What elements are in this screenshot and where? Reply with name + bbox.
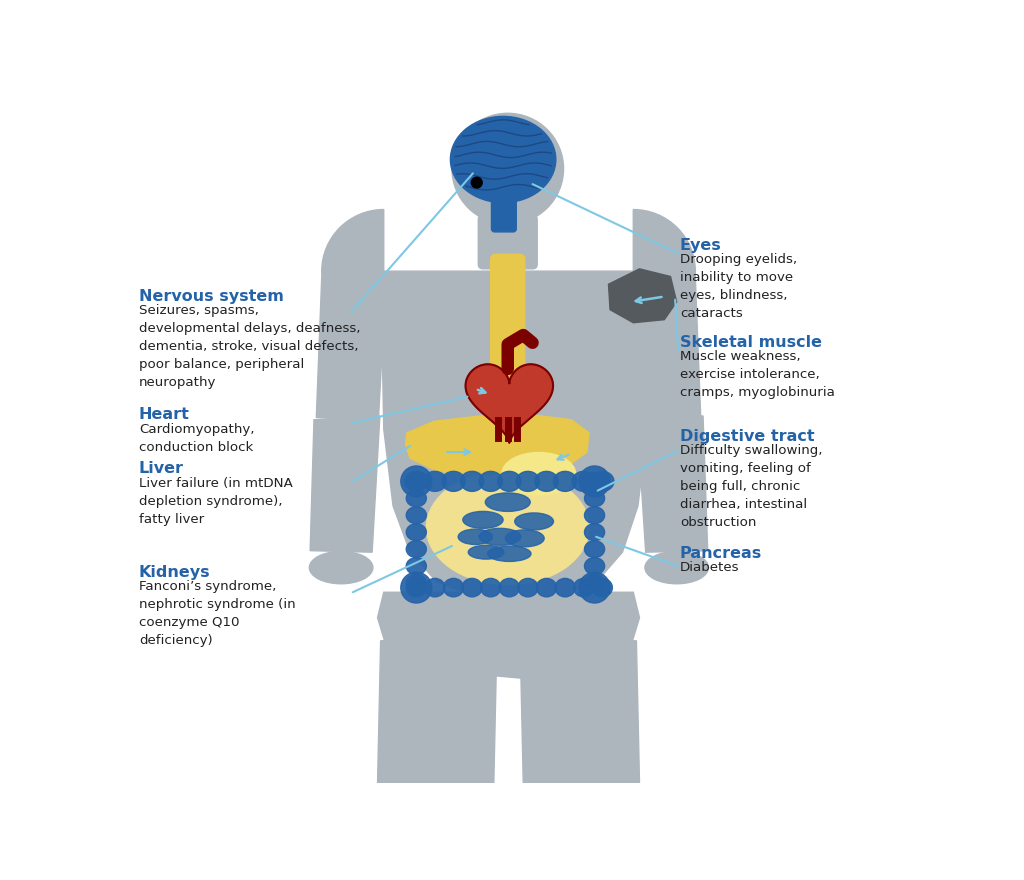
Ellipse shape [451,116,556,202]
Ellipse shape [554,472,577,491]
Ellipse shape [468,546,504,559]
Ellipse shape [423,472,446,491]
Ellipse shape [458,529,493,545]
Ellipse shape [487,546,531,561]
Text: Liver failure (in mtDNA
depletion syndrome),
fatty liver: Liver failure (in mtDNA depletion syndro… [139,477,293,525]
Ellipse shape [518,578,538,597]
Polygon shape [310,416,380,553]
Ellipse shape [485,493,530,511]
Ellipse shape [309,552,373,583]
Ellipse shape [480,578,501,597]
Ellipse shape [407,575,426,591]
Ellipse shape [535,472,558,491]
Text: Nervous system: Nervous system [139,289,284,304]
Ellipse shape [592,578,612,597]
Ellipse shape [407,540,426,558]
Ellipse shape [555,578,575,597]
Ellipse shape [500,578,519,597]
Ellipse shape [407,507,426,524]
Polygon shape [466,364,553,443]
Ellipse shape [404,472,428,491]
Ellipse shape [515,513,554,530]
Ellipse shape [645,552,709,583]
Text: Muscle weakness,
exercise intolerance,
cramps, myoglobinuria: Muscle weakness, exercise intolerance, c… [680,350,835,400]
Circle shape [471,177,482,188]
Text: Skeletal muscle: Skeletal muscle [680,335,822,350]
Polygon shape [378,592,640,678]
Polygon shape [631,276,700,422]
Ellipse shape [407,578,426,597]
Ellipse shape [479,472,503,491]
Ellipse shape [498,472,521,491]
Ellipse shape [585,490,604,507]
Ellipse shape [407,490,426,507]
Polygon shape [316,276,386,422]
Ellipse shape [591,472,614,491]
Ellipse shape [407,473,426,490]
Ellipse shape [585,558,604,575]
Ellipse shape [585,575,604,591]
Ellipse shape [502,452,575,495]
Ellipse shape [506,530,544,546]
Polygon shape [406,415,589,475]
Ellipse shape [463,511,503,528]
Polygon shape [382,271,649,598]
Polygon shape [378,641,497,783]
Ellipse shape [585,524,604,540]
Wedge shape [633,209,695,333]
Text: Pancreas: Pancreas [680,546,762,561]
Ellipse shape [425,578,445,597]
Text: Fanconi’s syndrome,
nephrotic syndrome (in
coenzyme Q10
deficiency): Fanconi’s syndrome, nephrotic syndrome (… [139,580,296,647]
Ellipse shape [407,524,426,540]
Text: Digestive tract: Digestive tract [680,429,814,444]
Ellipse shape [585,507,604,524]
Text: Seizures, spasms,
developmental delays, deafness,
dementia, stroke, visual defec: Seizures, spasms, developmental delays, … [139,304,360,389]
Circle shape [579,466,610,496]
Text: Difficulty swallowing,
vomiting, feeling of
being full, chronic
diarrhea, intest: Difficulty swallowing, vomiting, feeling… [680,444,822,530]
Polygon shape [608,269,677,323]
Text: Diabetes: Diabetes [680,561,739,575]
Ellipse shape [537,578,557,597]
Ellipse shape [461,472,483,491]
Text: Eyes: Eyes [680,238,722,253]
Ellipse shape [516,472,540,491]
Ellipse shape [479,528,521,546]
Ellipse shape [426,471,589,584]
Text: Cardiomyopathy,
conduction block: Cardiomyopathy, conduction block [139,423,254,454]
Ellipse shape [573,578,594,597]
Ellipse shape [442,472,465,491]
Circle shape [579,572,610,603]
Text: Drooping eyelids,
inability to move
eyes, blindness,
cataracts: Drooping eyelids, inability to move eyes… [680,253,797,320]
Circle shape [400,466,432,496]
Wedge shape [322,209,384,333]
Ellipse shape [585,473,604,490]
Ellipse shape [462,578,482,597]
Text: Liver: Liver [139,461,184,476]
Ellipse shape [585,540,604,558]
Text: Kidneys: Kidneys [139,565,211,580]
Text: Heart: Heart [139,407,189,422]
FancyBboxPatch shape [490,254,524,411]
FancyBboxPatch shape [492,196,516,231]
Circle shape [400,572,432,603]
Ellipse shape [443,578,464,597]
Ellipse shape [407,558,426,575]
Polygon shape [520,641,640,783]
Ellipse shape [572,472,595,491]
FancyBboxPatch shape [478,215,538,269]
Polygon shape [637,416,708,553]
Circle shape [452,114,563,224]
